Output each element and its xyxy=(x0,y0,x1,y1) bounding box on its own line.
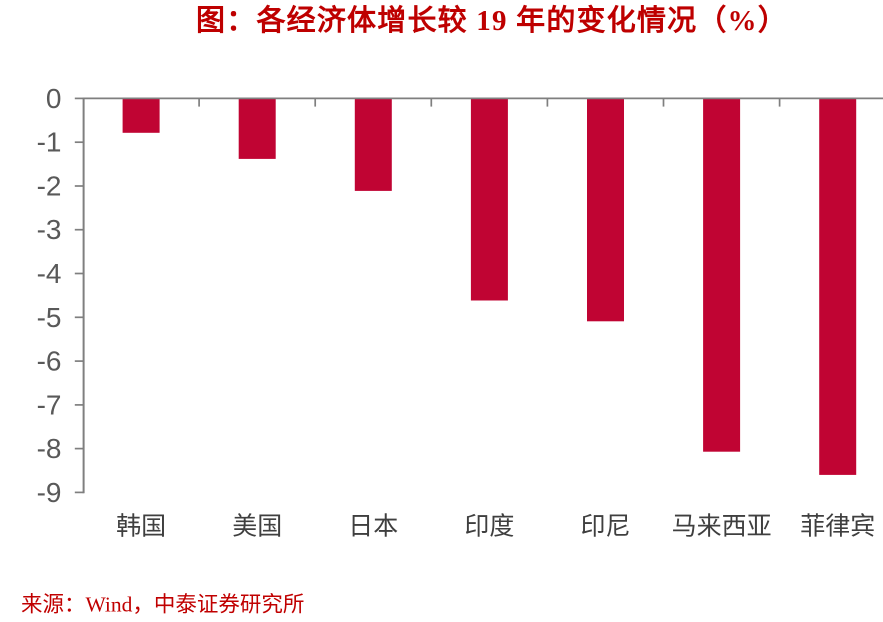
svg-text:马来西亚: 马来西亚 xyxy=(672,514,772,541)
svg-text:-3: -3 xyxy=(37,214,62,245)
svg-text:日本: 日本 xyxy=(348,513,398,541)
svg-text:-7: -7 xyxy=(37,389,62,420)
svg-text:-5: -5 xyxy=(37,302,62,333)
svg-text:-9: -9 xyxy=(37,477,62,508)
svg-text:美国: 美国 xyxy=(232,513,282,541)
svg-text:-8: -8 xyxy=(37,433,62,464)
svg-text:-2: -2 xyxy=(37,171,62,202)
svg-text:-6: -6 xyxy=(37,346,62,377)
svg-text:印尼: 印尼 xyxy=(580,513,630,541)
svg-text:印度: 印度 xyxy=(464,513,514,541)
svg-text:-1: -1 xyxy=(37,127,62,158)
svg-text:图：各经济体增长较 19 年的变化情况（%）: 图：各经济体增长较 19 年的变化情况（%） xyxy=(196,3,788,37)
svg-text:菲律宾: 菲律宾 xyxy=(800,513,875,541)
svg-text:韩国: 韩国 xyxy=(116,513,166,541)
svg-text:来源：Wind，中泰证券研究所: 来源：Wind，中泰证券研究所 xyxy=(21,593,304,617)
svg-text:0: 0 xyxy=(46,83,62,114)
svg-text:-4: -4 xyxy=(37,258,62,289)
